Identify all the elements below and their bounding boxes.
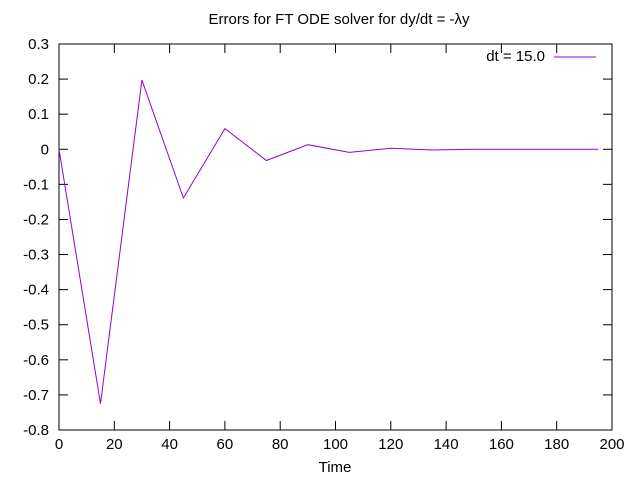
y-tick-label: 0 bbox=[41, 141, 49, 158]
series-line bbox=[58, 79, 599, 404]
x-axis-label: Time bbox=[319, 459, 352, 476]
y-tick-label: -0.3 bbox=[23, 247, 49, 264]
x-tick-label: 180 bbox=[544, 436, 569, 453]
series-layer bbox=[58, 79, 599, 404]
y-tick-label: -0.6 bbox=[23, 352, 49, 369]
y-tick-label: 0.3 bbox=[28, 36, 49, 53]
x-tick-label: 20 bbox=[106, 436, 123, 453]
legend: dt = 15.0 bbox=[486, 48, 596, 65]
y-tick-label: -0.2 bbox=[23, 211, 49, 228]
y-tick-label: -0.4 bbox=[23, 282, 49, 299]
ticks: 0.3 0.2 0.1 0 -0.1 -0.2 -0.3 -0.4 -0.5 -0.6 -0.7 -0… bbox=[23, 36, 624, 453]
plot-frame bbox=[58, 43, 613, 431]
x-tick-label: 60 bbox=[217, 436, 234, 453]
x-tick-label: 100 bbox=[323, 436, 348, 453]
legend-label: dt = 15.0 bbox=[486, 48, 545, 65]
x-tick-label: 200 bbox=[599, 436, 624, 453]
x-tick-label: 80 bbox=[272, 436, 289, 453]
y-tick-label: -0.8 bbox=[23, 422, 49, 439]
x-tick-label: 140 bbox=[434, 436, 459, 453]
x-tick-label: 40 bbox=[161, 436, 178, 453]
x-tick-label: 0 bbox=[55, 436, 63, 453]
y-tick-label: -0.1 bbox=[23, 176, 49, 193]
y-tick-label: 0.1 bbox=[28, 106, 49, 123]
x-tick-label: 160 bbox=[489, 436, 514, 453]
y-tick-label: -0.7 bbox=[23, 387, 49, 404]
y-tick-label: 0.2 bbox=[28, 71, 49, 88]
x-tick-label: 120 bbox=[378, 436, 403, 453]
y-tick-label: -0.5 bbox=[23, 317, 49, 334]
chart-title: Errors for FT ODE solver for dy/dt = -λy bbox=[208, 11, 470, 28]
